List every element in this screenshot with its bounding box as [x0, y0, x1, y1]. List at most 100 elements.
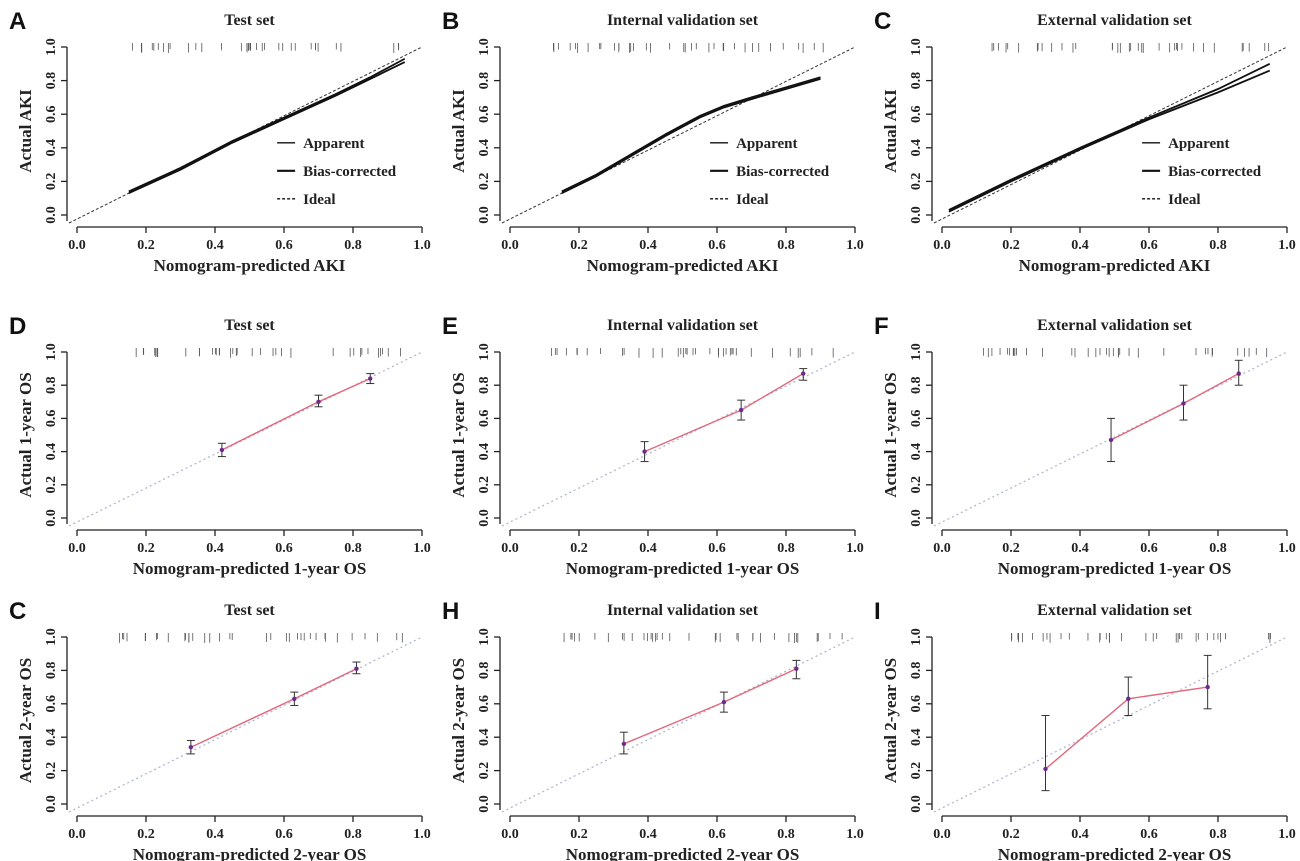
panel-letter: D: [9, 313, 26, 340]
y-tick-label: 0.2: [44, 173, 59, 191]
x-tick-label: 1.0: [413, 541, 431, 556]
y-tick-label: 0.6: [909, 105, 924, 123]
y-tick-label: 0.0: [477, 206, 492, 224]
x-tick-label: 0.4: [206, 238, 224, 253]
panel-letter: C: [9, 598, 26, 625]
y-tick-label: 0.2: [477, 762, 492, 780]
panel-d-3: 0.0 0.2 0.4 0.6 0.8 1.0 0.0 0.2 0.4 0.6 0.8 1.0 Nomo…: [9, 313, 431, 578]
ideal-line: [933, 636, 1288, 813]
y-tick-label: 0.8: [44, 662, 59, 680]
legend-label: Ideal: [1168, 192, 1201, 208]
x-tick-label: 1.0: [846, 541, 864, 556]
y-tick-label: 0.8: [44, 72, 59, 90]
y-tick-label: 0.6: [477, 105, 492, 123]
y-tick-label: 0.8: [909, 662, 924, 680]
calibration-line: [190, 668, 357, 748]
calibration-line: [644, 372, 804, 453]
y-tick-label: 0.8: [477, 376, 492, 394]
x-tick-label: 1.0: [1278, 238, 1296, 253]
x-tick-label: 1.0: [1278, 541, 1296, 556]
panel-title: External validation set: [1037, 602, 1192, 619]
panel-title: Test set: [224, 602, 275, 619]
y-tick-label: 0.2: [909, 476, 924, 494]
x-tick-label: 1.0: [846, 827, 864, 842]
y-tick-label: 0.8: [477, 662, 492, 680]
x-tick-label: 0.8: [777, 541, 795, 556]
y-tick-label: 0.6: [44, 695, 59, 713]
panel-title: Test set: [224, 12, 275, 29]
bias-corrected-curve: [948, 69, 1271, 213]
y-tick-label: 0.2: [909, 173, 924, 191]
panel-letter: I: [874, 598, 881, 625]
legend-label: Ideal: [736, 192, 769, 208]
y-axis-title: Actual AKI: [881, 89, 900, 173]
legend-label: Apparent: [303, 136, 364, 152]
x-tick-label: 0.6: [275, 541, 293, 556]
calibration-line: [623, 668, 797, 745]
x-tick-label: 0.6: [1140, 238, 1158, 253]
legend-label: Ideal: [303, 192, 336, 208]
ideal-line: [68, 636, 423, 813]
panel-letter: C: [874, 8, 891, 35]
x-tick-label: 0.0: [68, 827, 86, 842]
y-tick-label: 0.4: [44, 728, 59, 746]
y-tick-label: 0.4: [909, 728, 924, 746]
data-point: [316, 399, 321, 404]
panel-a-0: 0.0 0.2 0.4 0.6 0.8 1.0 0.0 0.2 0.4 0.6 0.8 1.0 Nomo…: [9, 8, 431, 275]
x-tick-label: 0.2: [137, 541, 155, 556]
y-tick-label: 1.0: [477, 628, 492, 646]
calibration-line: [1110, 372, 1240, 441]
x-tick-label: 0.6: [708, 238, 726, 253]
ideal-line: [501, 46, 856, 224]
data-point: [354, 666, 359, 671]
x-tick-label: 0.8: [344, 827, 362, 842]
panel-title: External validation set: [1037, 317, 1192, 334]
x-tick-label: 0.6: [275, 238, 293, 253]
x-tick-label: 0.0: [68, 541, 86, 556]
panel-letter: E: [442, 313, 458, 340]
y-axis-title: Actual 1-year OS: [881, 372, 900, 497]
panel-e-4: 0.0 0.2 0.4 0.6 0.8 1.0 0.0 0.2 0.4 0.6 0.8 1.0 Nomo…: [442, 313, 864, 578]
y-tick-label: 1.0: [477, 38, 492, 56]
x-tick-label: 0.8: [1209, 541, 1227, 556]
y-tick-label: 1.0: [44, 343, 59, 361]
data-point: [1108, 437, 1114, 443]
ideal-line: [501, 351, 856, 527]
y-tick-label: 0.6: [909, 410, 924, 428]
y-tick-label: 0.0: [44, 206, 59, 224]
y-tick-label: 0.4: [44, 139, 59, 157]
y-axis-title: Actual 2-year OS: [881, 658, 900, 783]
y-tick-label: 0.8: [44, 376, 59, 394]
data-point: [188, 745, 194, 750]
y-tick-label: 1.0: [44, 38, 59, 56]
x-tick-label: 0.2: [1002, 238, 1020, 253]
legend-label: Apparent: [1168, 136, 1229, 152]
data-point: [738, 407, 744, 413]
data-point: [1126, 696, 1131, 701]
y-tick-label: 0.2: [44, 476, 59, 494]
y-tick-label: 0.0: [909, 795, 924, 813]
y-tick-label: 0.4: [44, 443, 59, 461]
x-tick-label: 0.0: [933, 827, 951, 842]
data-point: [721, 699, 727, 705]
panel-c-6: 0.0 0.2 0.4 0.6 0.8 1.0 0.0 0.2 0.4 0.6 0.8 1.0 Nomo…: [9, 598, 431, 861]
x-tick-label: 0.6: [275, 827, 293, 842]
data-point: [642, 449, 647, 454]
x-tick-label: 0.2: [1002, 541, 1020, 556]
y-tick-label: 1.0: [909, 343, 924, 361]
panel-b-1: 0.0 0.2 0.4 0.6 0.8 1.0 0.0 0.2 0.4 0.6 0.8 1.0 Nomo…: [442, 8, 864, 275]
panel-title: Internal validation set: [607, 317, 759, 334]
x-tick-label: 0.0: [68, 238, 86, 253]
x-tick-label: 1.0: [413, 827, 431, 842]
x-tick-label: 0.8: [344, 541, 362, 556]
panel-letter: H: [442, 598, 459, 625]
data-point: [621, 741, 627, 747]
calibration-line: [221, 377, 371, 451]
y-tick-label: 0.4: [477, 443, 492, 461]
y-tick-label: 0.2: [477, 173, 492, 191]
y-tick-label: 0.4: [477, 728, 492, 746]
y-tick-label: 0.8: [909, 376, 924, 394]
x-tick-label: 0.0: [933, 541, 951, 556]
y-tick-label: 0.6: [44, 105, 59, 123]
panel-letter: B: [442, 8, 459, 35]
